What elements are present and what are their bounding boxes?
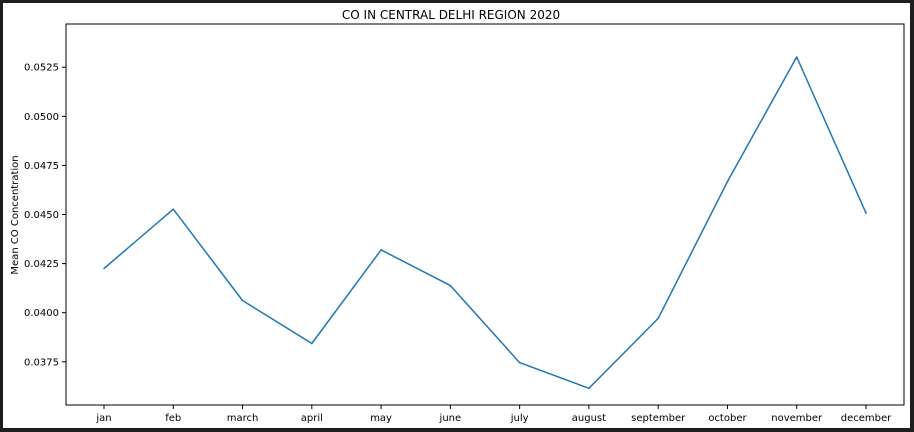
plot-area: [65, 23, 905, 406]
y-axis: 0.0375 0.0400 0.0425 0.0450 0.0475 0.0500 0.05…: [24, 63, 66, 368]
y-tick-label: 0.0450: [24, 210, 59, 221]
x-tick-label: feb: [165, 413, 181, 424]
x-tick-label: jan: [95, 413, 111, 424]
x-tick-label: august: [572, 413, 606, 424]
x-tick-label: march: [227, 413, 259, 424]
data-point-jan: [103, 267, 105, 270]
x-tick-label: may: [370, 413, 392, 424]
data-point-may: [380, 249, 382, 251]
y-tick-label: 0.0400: [24, 308, 59, 319]
series-line: [103, 56, 867, 390]
data-point-march: [241, 299, 244, 302]
data-point-october: [726, 180, 729, 183]
x-axis: jan feb march april may june july august septemb…: [95, 405, 892, 424]
x-tick-label: october: [708, 413, 747, 424]
series-group: [103, 56, 867, 390]
data-point-august: [588, 387, 590, 390]
y-axis-label: Mean CO Concentration: [10, 155, 21, 274]
data-point-june: [449, 284, 452, 287]
data-point-july: [518, 361, 521, 364]
x-tick-label: april: [301, 413, 323, 424]
y-tick-label: 0.0525: [24, 63, 59, 74]
data-point-november: [795, 56, 798, 58]
y-tick-label: 0.0425: [24, 259, 59, 270]
data-point-feb: [172, 208, 175, 210]
chart-title: CO IN CENTRAL DELHI REGION 2020: [342, 8, 560, 22]
x-tick-label: september: [631, 413, 686, 424]
x-tick-label: july: [510, 413, 529, 424]
y-tick-label: 0.0375: [24, 357, 59, 368]
y-tick-label: 0.0475: [24, 161, 59, 172]
y-tick-label: 0.0500: [24, 112, 59, 123]
data-point-september: [657, 317, 659, 320]
x-tick-label: december: [841, 413, 892, 424]
line-chart: CO IN CENTRAL DELHI REGION 2020 Mean CO …: [10, 8, 905, 424]
data-point-april: [311, 342, 313, 345]
x-tick-label: june: [439, 413, 462, 424]
chart-frame: CO IN CENTRAL DELHI REGION 2020 Mean CO …: [3, 3, 910, 428]
data-point-december: [865, 212, 867, 214]
x-tick-label: november: [771, 413, 823, 424]
